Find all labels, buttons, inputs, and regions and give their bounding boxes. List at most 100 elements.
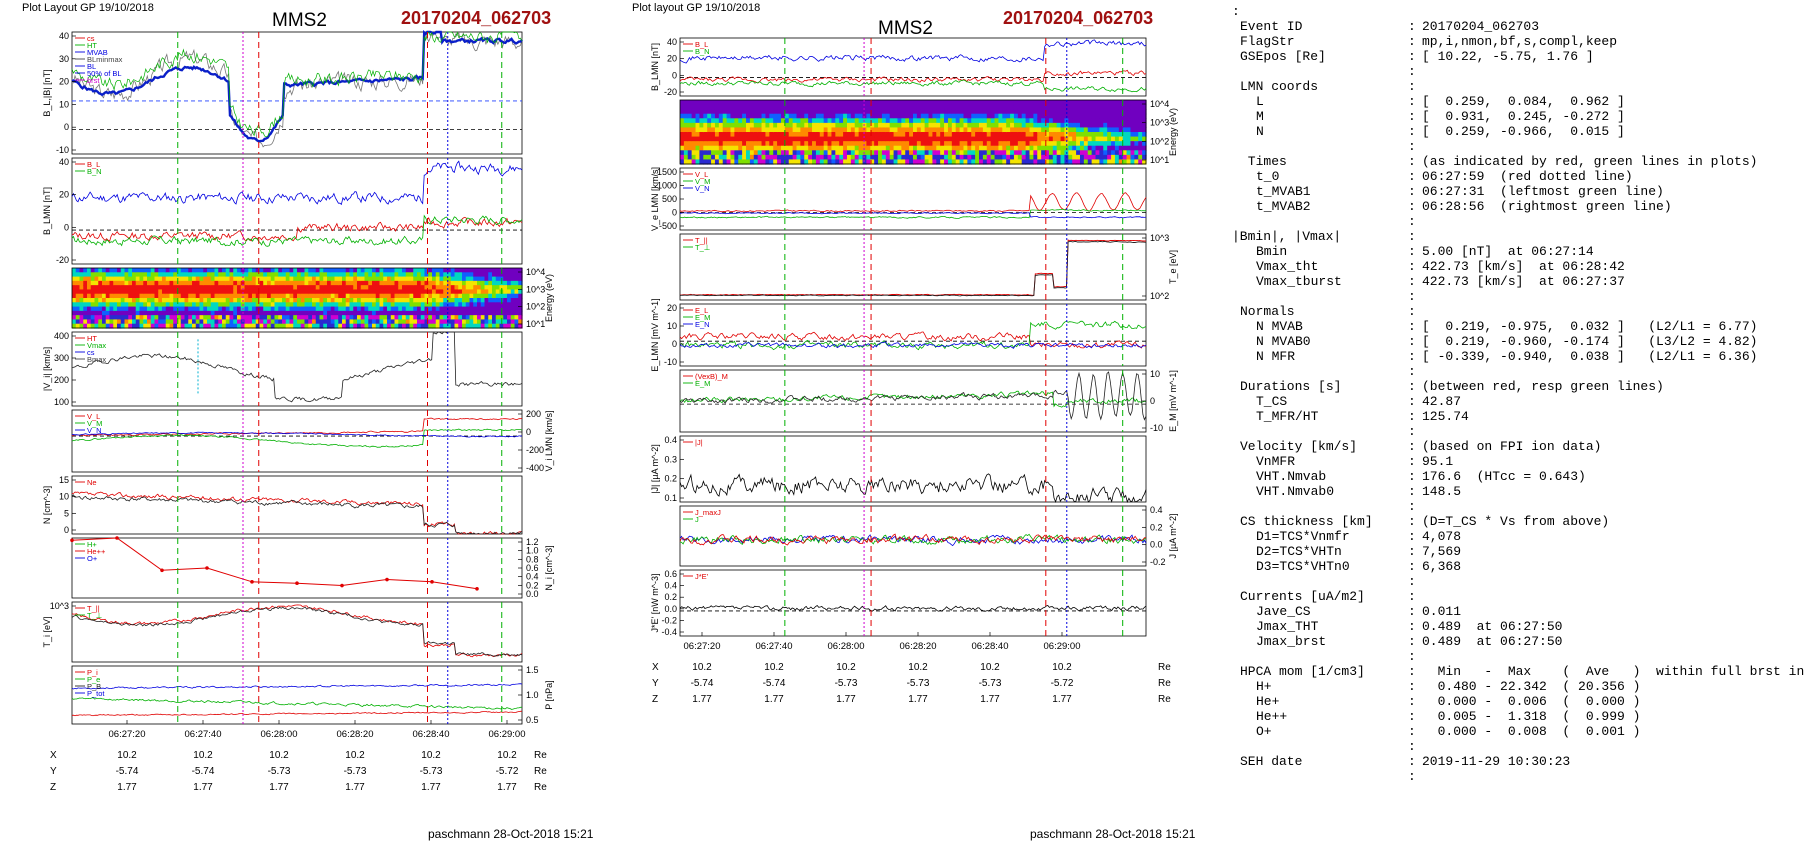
spectrogram-cell [72,272,77,278]
spectrogram-cell [323,323,328,329]
info-key: O+ [1256,724,1272,739]
spectrogram-cell [990,100,996,106]
spectrogram-cell [858,100,864,106]
spectrogram-cell [761,100,767,106]
spectrogram-cell [835,154,840,161]
spectrogram-cell [237,302,242,308]
spectrogram-cell [753,145,759,151]
spectrogram-cell [955,104,961,110]
spectrogram-cell [889,100,895,106]
spectrogram-cell [458,306,463,312]
spectrogram-cell [135,310,141,316]
spectrogram-cell [1087,109,1093,115]
spectrogram-cell [1142,150,1147,156]
y-tick-label: -400 [526,463,544,473]
spectrogram-cell [345,302,351,308]
spectrogram-cell [784,141,790,147]
spectrogram-cell [757,145,763,151]
series-BN [679,69,1147,84]
spectrogram-cell [893,100,899,106]
spectrogram-cell [959,104,965,110]
spectrogram-cell [959,127,965,133]
spectrogram-cell [210,276,216,282]
spectrogram-cell [1122,104,1128,110]
spectrogram-cell [769,132,774,138]
spectrogram-cell [102,315,107,321]
spectrogram-cell [1142,127,1147,133]
spectrogram-cell [510,298,516,303]
spectrogram-cell [1099,154,1104,161]
spectrogram-cell [105,272,111,278]
spectrogram-cell [90,293,96,299]
spectrogram-cell [749,127,755,133]
spectrogram-cell [761,113,767,119]
spectrogram-cell [488,323,493,329]
spectrogram-cell [207,289,212,295]
info-row: N MFR:[ -0.339, -0.940, 0.038 ] (L2/L1 =… [1232,349,1804,364]
spectrogram-cell [971,127,976,133]
spectrogram-cell [1068,122,1073,129]
y-tick-label: 1.5 [526,665,539,675]
spectrogram-cell [1083,118,1089,124]
spectrogram-cell [866,132,871,138]
spectrogram-cell [312,302,317,308]
spectrogram-cell [270,285,276,291]
spectrogram-cell [835,159,840,165]
spectrogram-cell [804,100,809,106]
spectrogram-cell [319,276,324,282]
middle-layout-header: Plot layout GP 19/10/2018 [632,2,761,14]
spectrogram-cell [405,310,411,316]
spectrogram-cell [368,285,373,291]
legend-entry: B_L [695,40,708,49]
spectrogram-cell [282,302,287,308]
spectrogram-cell [364,272,369,278]
spectrogram-cell [940,141,945,147]
spectrogram-cell [165,323,171,329]
spectrogram-cell [703,127,708,133]
spectrogram-cell [199,293,204,299]
spectrogram-cell [955,141,961,147]
spectrogram-cell [936,141,941,147]
ephemeris-value: -5.73 [835,678,858,689]
spectrogram-cell [514,272,519,278]
spectrogram-cell [285,280,291,286]
spectrogram-cell [749,136,755,142]
spectrogram-cell [870,109,875,115]
spectrogram-cell [248,276,253,282]
spectrogram-cell [83,323,88,329]
spectrogram-cell [1099,136,1104,142]
spectrogram-cell [765,122,770,129]
middle-footer: paschmann 28-Oct-2018 15:21 [1030,827,1196,841]
spectrogram-cell [338,272,343,278]
spectrogram-cell [1002,150,1007,156]
spectrogram-cell [132,298,137,303]
spectrogram-cell [1134,122,1139,129]
spectrogram-cell [120,315,126,321]
info-colon: : [1408,544,1416,559]
spectrogram-cell [1041,154,1046,161]
spectrogram-cell [843,118,848,124]
spectrogram-cell [94,315,99,321]
spectrogram-cell [237,293,242,299]
spectrogram-cell [843,159,848,165]
spectrogram-cell [169,302,174,308]
spectrogram-cell [349,310,354,316]
legend-entry: E_N [695,320,710,329]
info-colon: : [1408,274,1416,289]
spectrogram-cell [207,293,212,299]
spectrogram-cell [255,285,261,291]
info-value: 0.489 at 06:27:50 [1422,619,1563,634]
spectrogram-cell [304,285,309,291]
spectrogram-cell [967,104,972,110]
spectrogram-cell [862,127,867,133]
spectrogram-cell [342,323,347,329]
spectrogram-cell [835,127,840,133]
spectrogram-cell [1029,127,1034,133]
spectrogram-cell [951,113,957,119]
spectrogram-cell [177,302,182,308]
panel-6: 0.40.30.20.1|J| [µA m^-2]|J| [650,435,1147,503]
spectrogram-cell [893,109,899,115]
info-key: N MFR [1256,349,1296,364]
spectrogram-cell [846,150,852,156]
data-point-He++ [250,580,254,584]
